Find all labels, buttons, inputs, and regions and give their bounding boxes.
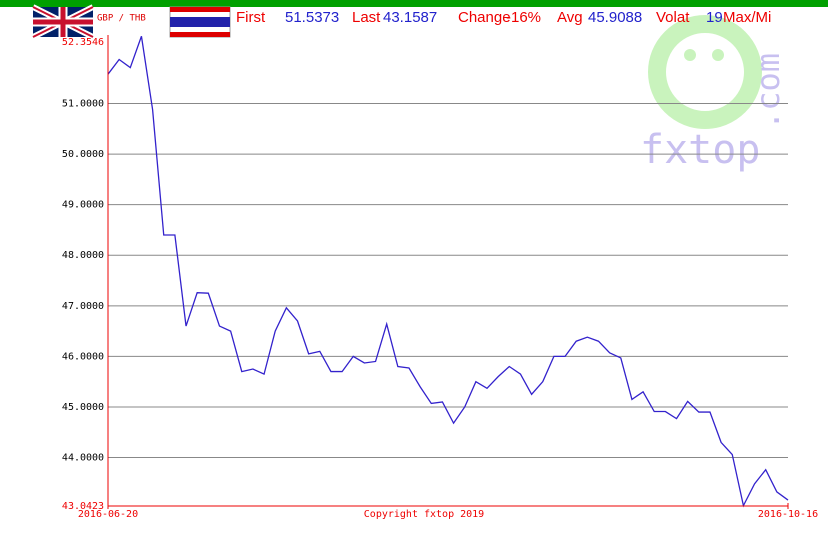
flag-uk — [31, 4, 95, 40]
stat-value: 19 — [706, 9, 723, 26]
stat-label: Avg — [557, 9, 583, 26]
header-stats: First 51.5373 Last 43.1587 Change-16% Avg 45.9… — [236, 9, 771, 26]
plot: 43.0423 44.0000 45.0000 46.0000 47.0000 48.00… — [62, 36, 818, 520]
watermark-suffix: .com — [749, 53, 787, 130]
stat-label: Max/Mi — [723, 9, 771, 26]
watermark: fxtop — [640, 127, 760, 173]
copyright: Copyright fxtop 2019 — [364, 509, 484, 520]
x-tick-label: 2016-06-20 — [78, 509, 138, 520]
watermark-logo — [648, 15, 762, 129]
y-tick-label: 49.0000 — [62, 200, 104, 211]
y-tick-label: 52.3546 — [62, 37, 104, 48]
stat-label: Volat — [656, 9, 690, 26]
y-tick-label: 43.0423 — [62, 501, 104, 512]
pair-label: GBP / THB — [97, 14, 146, 24]
stat-label: Change — [458, 9, 511, 26]
y-tick-label: 51.0000 — [62, 99, 104, 110]
stat-value: -16% — [506, 9, 541, 26]
stat-label: First — [236, 9, 266, 26]
stat-value: 43.1587 — [383, 9, 437, 26]
stat-value: 51.5373 — [285, 9, 339, 26]
y-tick-label: 45.0000 — [62, 402, 104, 413]
x-tick-label: 2016-10-16 — [758, 509, 818, 520]
stat-label: Last — [352, 9, 381, 26]
y-tick-label: 44.0000 — [62, 453, 104, 464]
flag-thailand — [169, 6, 231, 38]
y-tick-label: 50.0000 — [62, 149, 104, 160]
top-bar — [0, 0, 828, 7]
stat-value: 45.9088 — [588, 9, 642, 26]
series-line — [107, 36, 789, 508]
y-tick-label: 46.0000 — [62, 351, 104, 362]
y-tick-label: 48.0000 — [62, 250, 104, 261]
y-tick-label: 47.0000 — [62, 301, 104, 312]
